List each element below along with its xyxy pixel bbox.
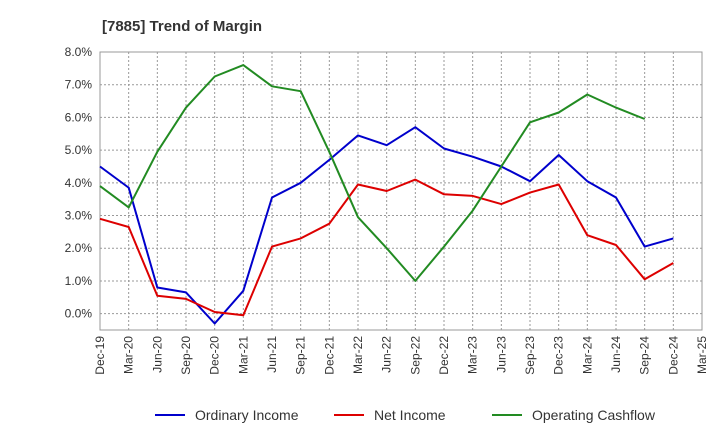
x-tick-label: Jun-22 xyxy=(380,336,394,373)
y-tick-label: 8.0% xyxy=(65,45,93,59)
series-lines xyxy=(99,64,674,325)
y-tick-label: 0.0% xyxy=(65,307,93,321)
y-tick-label: 5.0% xyxy=(65,143,93,157)
x-tick-label: Jun-20 xyxy=(150,336,164,373)
x-tick-label: Dec-21 xyxy=(322,336,336,375)
y-tick-label: 1.0% xyxy=(65,274,93,288)
plot-area xyxy=(99,51,703,331)
x-tick-label: Mar-24 xyxy=(580,336,594,374)
x-tick-label: Dec-19 xyxy=(93,336,107,375)
x-tick-label: Jun-23 xyxy=(494,336,508,373)
y-tick-label: 3.0% xyxy=(65,209,93,223)
legend-label: Net Income xyxy=(374,407,446,423)
x-tick-label: Mar-20 xyxy=(122,336,136,374)
x-tick-label: Mar-25 xyxy=(695,336,709,374)
x-tick-label: Sep-22 xyxy=(408,336,422,375)
y-tick-label: 2.0% xyxy=(65,241,93,255)
y-tick-label: 7.0% xyxy=(65,78,93,92)
x-tick-label: Sep-20 xyxy=(179,336,193,375)
chart-title: [7885] Trend of Margin xyxy=(102,18,262,35)
legend: Ordinary Income Net Income Operating Cashf… xyxy=(155,407,656,423)
x-tick-label: Sep-23 xyxy=(523,336,537,375)
x-tick-label: Jun-21 xyxy=(265,336,279,373)
x-axis-ticks: Dec-19 Mar-20 Jun-20 Sep-20 Dec-20 Mar-21 Jun-… xyxy=(93,336,709,375)
legend-label: Ordinary Income xyxy=(195,407,299,423)
x-tick-label: Dec-22 xyxy=(437,336,451,375)
x-tick-label: Dec-20 xyxy=(208,336,222,375)
x-tick-label: Dec-24 xyxy=(666,336,680,375)
legend-label: Operating Cashflow xyxy=(532,407,656,423)
x-tick-label: Mar-21 xyxy=(236,336,250,374)
x-tick-label: Dec-23 xyxy=(552,336,566,375)
series-line-operating-cashflow xyxy=(99,64,646,282)
x-tick-label: Jun-24 xyxy=(609,336,623,373)
x-tick-label: Sep-24 xyxy=(638,336,652,375)
x-tick-label: Sep-21 xyxy=(294,336,308,375)
x-tick-label: Mar-23 xyxy=(466,336,480,374)
grid-lines xyxy=(100,51,702,330)
x-tick-label: Mar-22 xyxy=(351,336,365,374)
y-tick-label: 6.0% xyxy=(65,110,93,124)
series-line-net-income xyxy=(99,178,674,317)
y-axis-ticks: 8.0% 7.0% 6.0% 5.0% 4.0% 3.0% 2.0% 1.0% 0.0% xyxy=(65,45,93,321)
y-tick-label: 4.0% xyxy=(65,176,93,190)
